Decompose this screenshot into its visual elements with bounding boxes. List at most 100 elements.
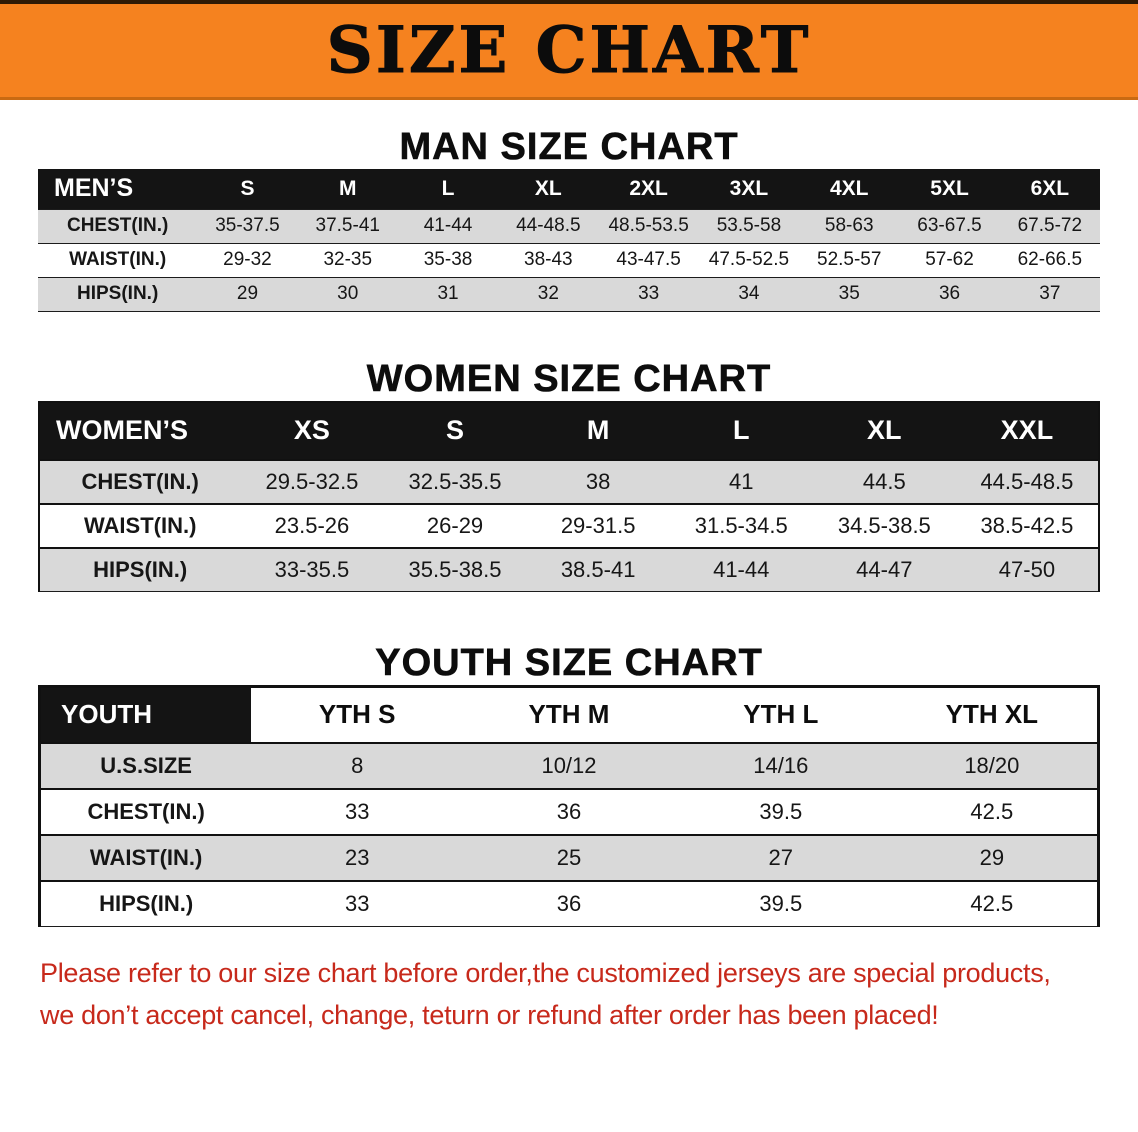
table-group-label: YOUTH [39, 686, 252, 743]
size-chart-banner: SIZE CHART [0, 0, 1138, 100]
size-value-cell: 57-62 [925, 249, 974, 270]
row-label: HIPS(IN.) [77, 283, 159, 304]
size-value-cell: 38.5-42.5 [980, 512, 1074, 538]
youth-size-table: YOUTH YTH S YTH M YTH L YTH XL U.S.SIZE 8 10/12… [38, 685, 1100, 927]
size-value-cell: 44-47 [856, 556, 913, 582]
size-value-cell: 36 [556, 890, 582, 916]
column-header: 4XL [799, 169, 900, 209]
footer-note: Please refer to our size chart before or… [40, 953, 1102, 1037]
size-value-cell: 8 [351, 752, 364, 778]
size-value-cell: 52.5-57 [817, 249, 882, 270]
column-header: XL [498, 169, 599, 209]
size-value-cell: 36 [938, 283, 961, 304]
size-value-cell: 41 [728, 468, 754, 494]
table-row: WAIST(IN.) 29-32 32-35 35-38 38-43 43-47.5 47.… [38, 243, 1100, 277]
column-header: 2XL [598, 169, 699, 209]
column-header: S [383, 401, 527, 460]
size-value-cell: 31.5-34.5 [694, 512, 788, 538]
column-header: XXL [955, 401, 1099, 460]
size-value-cell: 44.5 [862, 468, 906, 494]
table-row: CHEST(IN.) 33 36 39.5 42.5 [39, 788, 1099, 835]
size-value-cell: 35.5-38.5 [408, 556, 502, 582]
table-header-row: MEN’S S M L XL 2XL 3XL 4XL 5XL 6XL [38, 169, 1100, 209]
size-value-cell: 43-47.5 [616, 249, 681, 270]
size-value-cell: 34.5-38.5 [837, 512, 931, 538]
table-header-row: YOUTH YTH S YTH M YTH L YTH XL [39, 686, 1099, 743]
row-label: HIPS(IN.) [93, 556, 188, 582]
size-value-cell: 42.5 [970, 890, 1014, 916]
size-value-cell: 38.5-41 [560, 556, 636, 582]
size-value-cell: 33-35.5 [274, 556, 350, 582]
size-value-cell: 44-48.5 [516, 215, 581, 236]
size-value-cell: 23.5-26 [274, 512, 350, 538]
column-header: 6XL [999, 169, 1100, 209]
size-value-cell: 29 [979, 844, 1005, 870]
table-row: WAIST(IN.) 23.5-26 26-29 29-31.5 31.5-34.5 34… [39, 503, 1099, 548]
size-value-cell: 32.5-35.5 [408, 468, 502, 494]
youth-size-section: YOUTH SIZE CHART YOUTH YTH S YTH M YTH L YTH… [0, 642, 1138, 927]
table-header-row: WOMEN’S XS S M L XL XXL [39, 401, 1099, 460]
size-value-cell: 25 [556, 844, 582, 870]
column-header: 5XL [899, 169, 1000, 209]
size-value-cell: 29-31.5 [560, 512, 636, 538]
column-header: YTH L [674, 686, 887, 743]
table-row: CHEST(IN.) 35-37.5 37.5-41 41-44 44-48.5 48.5… [38, 209, 1100, 243]
table-row: HIPS(IN.) 33-35.5 35.5-38.5 38.5-41 41-44 44-… [39, 547, 1099, 592]
size-value-cell: 63-67.5 [917, 215, 982, 236]
size-value-cell: 39.5 [759, 798, 803, 824]
size-value-cell: 32 [537, 283, 559, 304]
size-value-cell: 27 [768, 844, 794, 870]
row-label: U.S.SIZE [100, 752, 192, 778]
size-value-cell: 26-29 [426, 512, 484, 538]
size-value-cell: 29 [236, 283, 259, 304]
size-value-cell: 33 [344, 798, 370, 824]
size-value-cell: 38 [585, 468, 611, 494]
size-value-cell: 36 [556, 798, 582, 824]
women-size-table: WOMEN’S XS S M L XL XXL CHEST(IN.) 29.5-32.5 32.5… [38, 400, 1100, 592]
size-value-cell: 41-44 [713, 556, 770, 582]
footer-line-1: Please refer to our size chart before or… [40, 958, 1051, 988]
size-value-cell: 35 [838, 283, 860, 304]
size-value-cell: 29.5-32.5 [265, 468, 359, 494]
table-group-label: WOMEN’S [39, 401, 241, 460]
size-value-cell: 53.5-58 [716, 215, 782, 236]
row-label: WAIST(IN.) [83, 512, 197, 538]
column-header: L [397, 169, 499, 209]
banner-title: SIZE CHART [326, 12, 812, 88]
footer-line-2: we don’t accept cancel, change, teturn o… [40, 999, 939, 1030]
column-header: XL [812, 401, 956, 460]
youth-section-heading: YOUTH SIZE CHART [375, 642, 763, 685]
row-label: CHEST(IN.) [66, 215, 169, 236]
column-header: XS [240, 401, 384, 460]
size-value-cell: 35-37.5 [215, 215, 280, 236]
size-value-cell: 42.5 [970, 798, 1014, 824]
size-value-cell: 37.5-41 [315, 215, 380, 236]
row-label: WAIST(IN.) [89, 844, 203, 870]
row-label: CHEST(IN.) [81, 468, 199, 494]
men-size-section: MAN SIZE CHART MEN’S S M L XL 2XL 3XL 4XL 5XL 6XL… [0, 126, 1138, 312]
column-header: YTH M [463, 686, 675, 743]
table-row: CHEST(IN.) 29.5-32.5 32.5-35.5 38 41 44.5 44.5… [39, 459, 1099, 504]
size-value-cell: 35-38 [423, 249, 473, 270]
table-group-label: MEN’S [38, 169, 198, 209]
size-value-cell: 29-32 [223, 249, 272, 270]
column-header: M [526, 401, 670, 460]
column-header: M [297, 169, 398, 209]
size-value-cell: 39.5 [759, 890, 803, 916]
size-value-cell: 41-44 [423, 215, 473, 236]
table-row: HIPS(IN.) 29 30 31 32 33 34 35 36 37 [38, 277, 1100, 311]
size-value-cell: 33 [638, 283, 660, 304]
women-size-section: WOMEN SIZE CHART WOMEN’S XS S M L XL XXL CHEST(… [0, 357, 1138, 592]
women-section-heading: WOMEN SIZE CHART [366, 357, 772, 400]
column-header: S [197, 169, 298, 209]
size-value-cell: 33 [344, 890, 370, 916]
size-value-cell: 62-66.5 [1017, 249, 1083, 270]
column-header: YTH XL [886, 686, 1099, 743]
size-value-cell: 14/16 [753, 752, 809, 778]
men-section-heading: MAN SIZE CHART [399, 126, 739, 169]
size-value-cell: 32-35 [323, 249, 373, 270]
size-value-cell: 47-50 [998, 556, 1056, 582]
column-header: 3XL [698, 169, 800, 209]
column-header: YTH S [251, 686, 464, 743]
row-label: WAIST(IN.) [69, 249, 167, 270]
